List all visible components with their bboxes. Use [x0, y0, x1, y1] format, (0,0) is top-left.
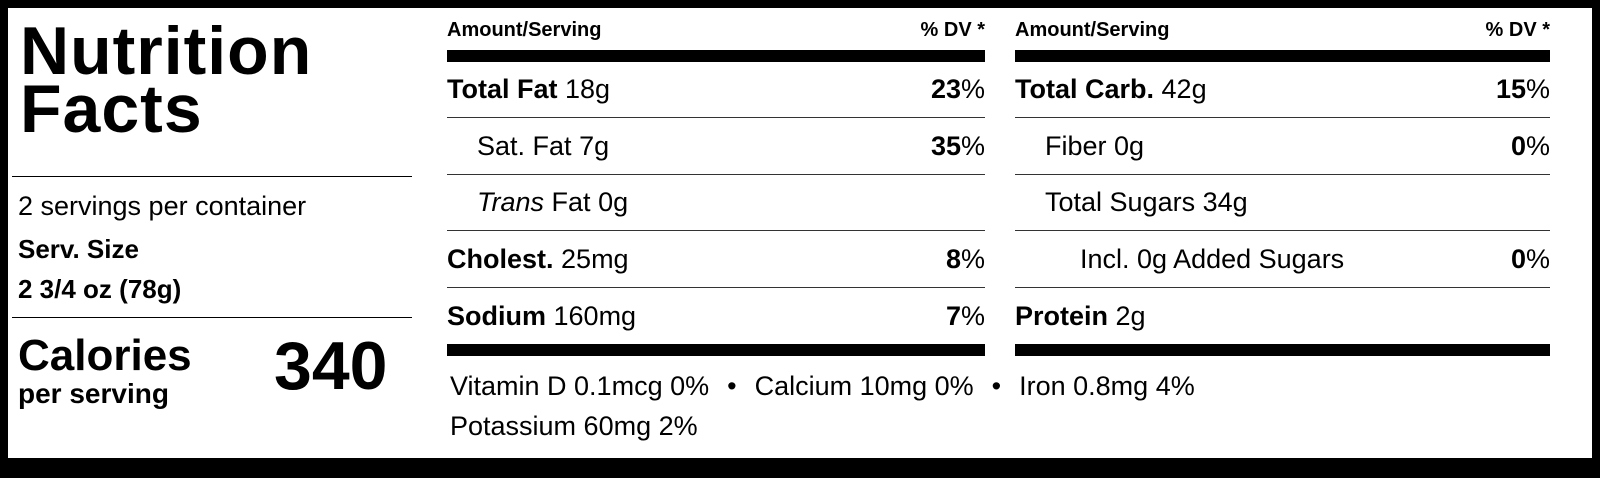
dv-number: 23	[930, 74, 961, 104]
dv-sign: %	[1525, 130, 1550, 161]
daily-value: 0%	[1511, 131, 1550, 162]
nutrient-amount: 7g	[579, 130, 610, 161]
nutrient-name: Sat. Fat	[477, 130, 572, 161]
nutrient: Incl. 0g Added Sugars	[1015, 244, 1344, 275]
daily-value: 7%	[946, 301, 985, 332]
dv-number: 8	[945, 243, 961, 274]
nutrient-amount: 25mg	[561, 243, 629, 274]
dv-number: 7	[945, 300, 961, 331]
thick-bar	[447, 344, 985, 356]
nutrient: Total Sugars 34g	[1015, 187, 1248, 218]
amount-header: Amount/Serving	[1015, 18, 1170, 41]
nutrient-row: Sat. Fat 7g 35%	[447, 119, 985, 175]
nutrient-name: Total Sugars	[1045, 187, 1196, 217]
daily-value: 0%	[1511, 244, 1550, 275]
thick-bar	[1015, 344, 1550, 356]
nutrient-row: Incl. 0g Added Sugars 0%	[1015, 232, 1550, 288]
dv-sign: %	[960, 130, 985, 161]
nutrient-row: Total Carb. 42g 15%	[1015, 62, 1550, 118]
nutrient-name: Protein	[1015, 300, 1109, 331]
nutrient: Cholest. 25mg	[447, 244, 629, 275]
footer-item: Potassium 60mg 2%	[450, 411, 698, 441]
nutrient-amount: 0g	[598, 187, 629, 217]
dv-sign: %	[960, 300, 985, 331]
nutrient-row: Total Sugars 34g	[1015, 175, 1550, 231]
nutrient-name: Fat	[551, 187, 591, 217]
column-header: Amount/Serving % DV *	[447, 16, 985, 44]
nutrition-label: Nutrition Facts 2 servings per container…	[8, 8, 1592, 458]
nutrient: Sat. Fat 7g	[447, 131, 609, 162]
daily-value: 8%	[946, 244, 985, 275]
footer-line: Vitamin D 0.1mcg 0% • Calcium 10mg 0% • Iron…	[450, 366, 1195, 406]
serving-size: 2 3/4 oz (78g)	[18, 274, 182, 304]
nutrient-name: Incl. 0g Added Sugars	[1080, 243, 1345, 274]
nutrient-amount: 18g	[565, 74, 611, 104]
dv-sign: %	[1525, 74, 1550, 104]
nutrient-row: Fiber 0g 0%	[1015, 119, 1550, 175]
calories-label: Calories	[18, 331, 192, 380]
daily-value: 15%	[1496, 74, 1550, 105]
nutrient-amount: 0g	[1114, 130, 1145, 161]
dv-header: % DV *	[1485, 18, 1550, 41]
nutrient: Fiber 0g	[1015, 131, 1144, 162]
serving-size-label: Serv. Size	[18, 234, 139, 264]
nutrient: Sodium 160mg	[447, 301, 636, 332]
footer-item: Calcium 10mg 0%	[754, 371, 974, 401]
dv-sign: %	[1525, 243, 1550, 274]
nutrient-row: Cholest. 25mg 8%	[447, 232, 985, 288]
dv-number: 35	[930, 130, 961, 161]
daily-value: 23%	[931, 74, 985, 105]
nutrient: Total Fat 18g	[447, 74, 610, 105]
nutrient: Protein 2g	[1015, 301, 1146, 332]
dv-header: % DV *	[920, 18, 985, 41]
nutrient: Total Carb. 42g	[1015, 74, 1207, 105]
divider	[12, 176, 412, 177]
footer-item: Iron 0.8mg 4%	[1019, 371, 1195, 401]
nutrient-name: Sodium	[447, 300, 546, 331]
separator: •	[991, 371, 1002, 401]
servings: 2 servings per container	[18, 191, 307, 221]
column: Amount/Serving% DV * Total Carb. 42g 15% Fi…	[1015, 8, 1550, 368]
nutrient-amount: 42g	[1161, 74, 1207, 104]
dv-number: 15	[1495, 74, 1526, 104]
footer-line: Potassium 60mg 2%	[450, 406, 698, 446]
thick-bar	[1015, 50, 1550, 62]
nutrient-name: Total Carb.	[1015, 74, 1155, 104]
nutrient: Trans Fat 0g	[447, 187, 628, 218]
nutrient-amount: 34g	[1202, 187, 1248, 217]
nutrient-amount: 160mg	[553, 300, 637, 331]
column-header: Amount/Serving % DV *	[1015, 16, 1550, 44]
calories-sub: per serving	[18, 378, 169, 409]
thick-bar	[447, 50, 985, 62]
nutrient-row: Total Fat 18g 23%	[447, 62, 985, 118]
dv-number: 0	[1510, 243, 1526, 274]
dv-sign: %	[960, 74, 985, 104]
dv-number: 0	[1510, 130, 1526, 161]
separator: •	[727, 371, 737, 401]
nutrient-name: Cholest.	[447, 243, 554, 274]
column: Amount/Serving% DV * Total Fat 18g 23% Sat.…	[447, 8, 985, 368]
nutrient-name: Fiber	[1045, 130, 1107, 161]
nutrient-amount: 2g	[1115, 300, 1146, 331]
daily-value: 35%	[931, 131, 985, 162]
nutrient-name: Total Fat	[447, 74, 558, 104]
nutrient-row: Protein 2g	[1015, 288, 1550, 344]
nutrient-row: Trans Fat 0g	[447, 175, 985, 231]
nutrient-row: Sodium 160mg 7%	[447, 288, 985, 344]
footer-item: Vitamin D 0.1mcg 0%	[450, 371, 710, 401]
divider	[12, 317, 412, 318]
dv-sign: %	[960, 243, 985, 274]
nutrient-prefix: Trans	[477, 187, 545, 217]
amount-header: Amount/Serving	[447, 18, 602, 41]
calories: 340	[274, 328, 388, 404]
title: Nutrition Facts	[20, 13, 313, 147]
